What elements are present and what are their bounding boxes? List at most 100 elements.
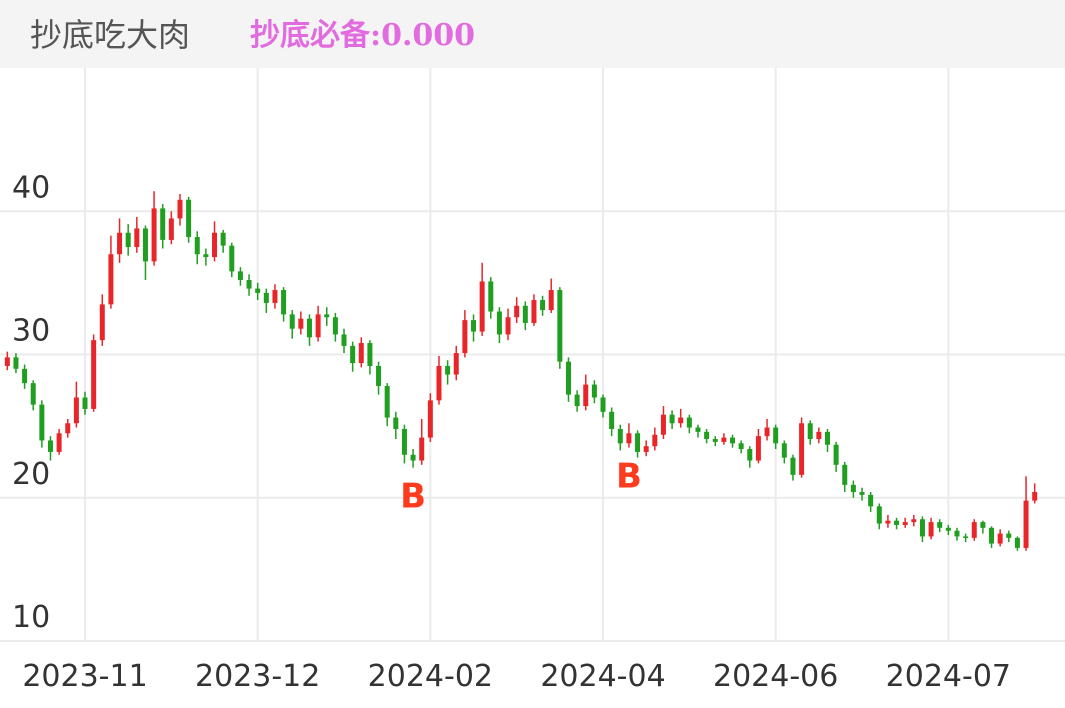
candle-body bbox=[997, 533, 1003, 544]
candle-body bbox=[557, 290, 563, 362]
candle-body bbox=[833, 444, 839, 465]
candle-body bbox=[462, 320, 468, 354]
candle-body bbox=[246, 280, 252, 289]
candle-body bbox=[626, 433, 632, 444]
candle-body bbox=[859, 492, 865, 495]
indicator: 抄底必备:0.000 bbox=[250, 18, 475, 53]
candle-body bbox=[39, 404, 45, 441]
header-bar bbox=[0, 0, 1065, 68]
candle-body bbox=[151, 208, 157, 262]
candle-body bbox=[738, 443, 744, 450]
candle-body bbox=[160, 208, 166, 240]
candle-body bbox=[522, 305, 528, 323]
candle-body bbox=[531, 300, 537, 323]
candle-body bbox=[954, 530, 960, 537]
candle-body bbox=[635, 433, 641, 452]
candle-body bbox=[937, 522, 943, 528]
candle-body bbox=[177, 199, 183, 219]
candle-body bbox=[341, 334, 347, 346]
candle-body bbox=[565, 361, 571, 395]
candle-body bbox=[643, 446, 649, 452]
candle-body bbox=[22, 368, 28, 384]
candle-body bbox=[816, 431, 822, 440]
candle-body bbox=[281, 290, 287, 315]
candle-body bbox=[401, 428, 407, 455]
candle-body bbox=[695, 427, 701, 432]
candle-body bbox=[704, 431, 710, 440]
candle-body bbox=[272, 290, 278, 303]
candle-body bbox=[419, 437, 425, 461]
candle-body bbox=[747, 449, 753, 461]
candle-body bbox=[203, 254, 209, 258]
candle-body bbox=[548, 290, 554, 311]
candle-body bbox=[1023, 500, 1029, 548]
candle-body bbox=[393, 417, 399, 429]
candle-body bbox=[755, 436, 761, 461]
candle-body bbox=[574, 394, 580, 407]
candle-body bbox=[712, 439, 718, 442]
candle-body bbox=[971, 522, 977, 538]
candle-body bbox=[876, 506, 882, 524]
candle-body bbox=[505, 317, 511, 335]
candle-body bbox=[237, 271, 243, 281]
candle-body bbox=[453, 353, 459, 375]
candle-body bbox=[617, 428, 623, 444]
candle-body bbox=[928, 522, 934, 537]
candle-body bbox=[65, 423, 71, 434]
x-tick-label: 2024-07 bbox=[886, 659, 1011, 694]
candle-body bbox=[142, 228, 148, 262]
candle-body bbox=[488, 281, 494, 312]
candle-body bbox=[384, 386, 390, 418]
candle-body bbox=[358, 343, 364, 364]
candle-body bbox=[902, 522, 908, 525]
candle-body bbox=[799, 423, 805, 475]
candle-body bbox=[945, 527, 951, 531]
candle-body bbox=[289, 314, 295, 329]
y-tick-label: 40 bbox=[12, 170, 50, 205]
candle-body bbox=[1032, 492, 1038, 501]
candle-body bbox=[980, 522, 986, 528]
candle-body bbox=[255, 288, 261, 293]
candle-body bbox=[850, 484, 856, 493]
candle-body bbox=[13, 357, 19, 369]
candle-body bbox=[298, 318, 304, 329]
candle-body bbox=[82, 397, 88, 409]
candle-body bbox=[721, 437, 727, 442]
candle-body bbox=[186, 199, 192, 238]
candle-body bbox=[660, 414, 666, 435]
candle-body bbox=[963, 536, 969, 538]
candle-body bbox=[4, 357, 10, 366]
y-tick-label: 10 bbox=[12, 600, 50, 635]
candle-body bbox=[1014, 537, 1020, 548]
candle-body bbox=[781, 443, 787, 458]
candle-body bbox=[194, 237, 200, 255]
candle-body bbox=[220, 232, 226, 246]
candle-body bbox=[479, 281, 485, 332]
candle-body bbox=[686, 417, 692, 428]
candle-body bbox=[56, 433, 62, 452]
candle-body bbox=[332, 317, 338, 335]
candle-body bbox=[868, 494, 874, 507]
candle-body bbox=[376, 365, 382, 387]
candle-body bbox=[591, 384, 597, 398]
x-tick-label: 2023-12 bbox=[195, 659, 320, 694]
candle-body bbox=[471, 320, 477, 332]
candle-body bbox=[652, 434, 658, 447]
candle-body bbox=[583, 384, 589, 407]
candle-body bbox=[773, 427, 779, 444]
y-tick-label: 30 bbox=[12, 314, 50, 349]
candle-body bbox=[99, 304, 105, 341]
x-tick-label: 2024-02 bbox=[368, 659, 493, 694]
candle-body bbox=[669, 414, 675, 424]
candle-body bbox=[125, 232, 131, 248]
candle-body bbox=[108, 254, 114, 305]
candle-body bbox=[824, 431, 830, 445]
candle-body bbox=[324, 314, 330, 318]
candle-body bbox=[410, 454, 416, 461]
candle-body bbox=[764, 427, 770, 437]
candle-body bbox=[47, 440, 53, 452]
candle-body bbox=[117, 232, 123, 255]
candle-body bbox=[134, 228, 140, 248]
candle-body bbox=[73, 397, 79, 424]
candle-body bbox=[919, 519, 925, 537]
